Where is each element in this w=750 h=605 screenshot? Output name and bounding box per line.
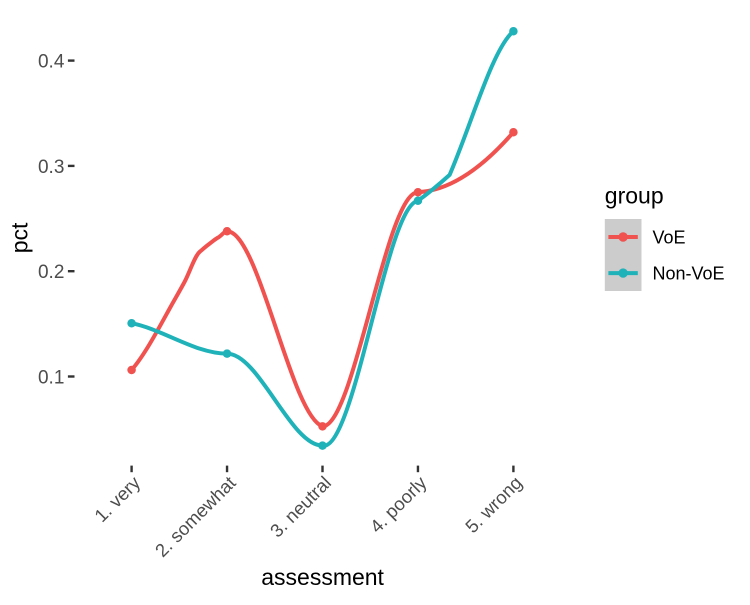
svg-text:0.2: 0.2 (38, 262, 64, 283)
svg-text:pct: pct (7, 222, 33, 253)
svg-text:Non-VoE: Non-VoE (653, 264, 725, 284)
svg-text:0.1: 0.1 (38, 367, 64, 388)
svg-text:0.4: 0.4 (38, 52, 65, 73)
svg-text:assessment: assessment (261, 564, 384, 590)
svg-text:0.3: 0.3 (38, 157, 64, 178)
svg-text:VoE: VoE (653, 227, 686, 247)
svg-text:group: group (605, 182, 664, 208)
